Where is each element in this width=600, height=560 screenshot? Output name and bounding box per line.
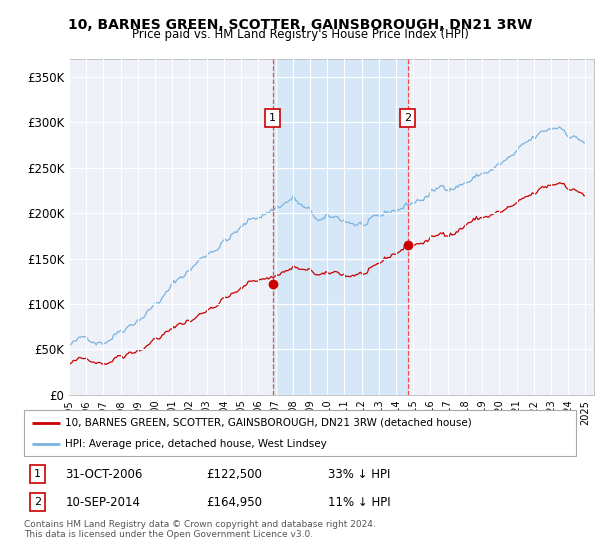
- Text: 31-OCT-2006: 31-OCT-2006: [65, 468, 143, 481]
- Text: 1: 1: [34, 469, 41, 479]
- Text: 10-SEP-2014: 10-SEP-2014: [65, 496, 140, 509]
- Text: Price paid vs. HM Land Registry's House Price Index (HPI): Price paid vs. HM Land Registry's House …: [131, 28, 469, 41]
- Text: £164,950: £164,950: [206, 496, 262, 509]
- Text: HPI: Average price, detached house, West Lindsey: HPI: Average price, detached house, West…: [65, 439, 327, 449]
- FancyBboxPatch shape: [24, 410, 576, 456]
- Text: 10, BARNES GREEN, SCOTTER, GAINSBOROUGH, DN21 3RW (detached house): 10, BARNES GREEN, SCOTTER, GAINSBOROUGH,…: [65, 418, 472, 428]
- Text: Contains HM Land Registry data © Crown copyright and database right 2024.
This d: Contains HM Land Registry data © Crown c…: [24, 520, 376, 539]
- Text: 2: 2: [34, 497, 41, 507]
- Bar: [272, 59, 408, 395]
- Text: 11% ↓ HPI: 11% ↓ HPI: [328, 496, 390, 509]
- Text: 2: 2: [404, 113, 412, 123]
- Text: £122,500: £122,500: [206, 468, 262, 481]
- Text: 1: 1: [269, 113, 276, 123]
- Text: 10, BARNES GREEN, SCOTTER, GAINSBOROUGH, DN21 3RW: 10, BARNES GREEN, SCOTTER, GAINSBOROUGH,…: [68, 18, 532, 32]
- Text: 33% ↓ HPI: 33% ↓ HPI: [328, 468, 390, 481]
